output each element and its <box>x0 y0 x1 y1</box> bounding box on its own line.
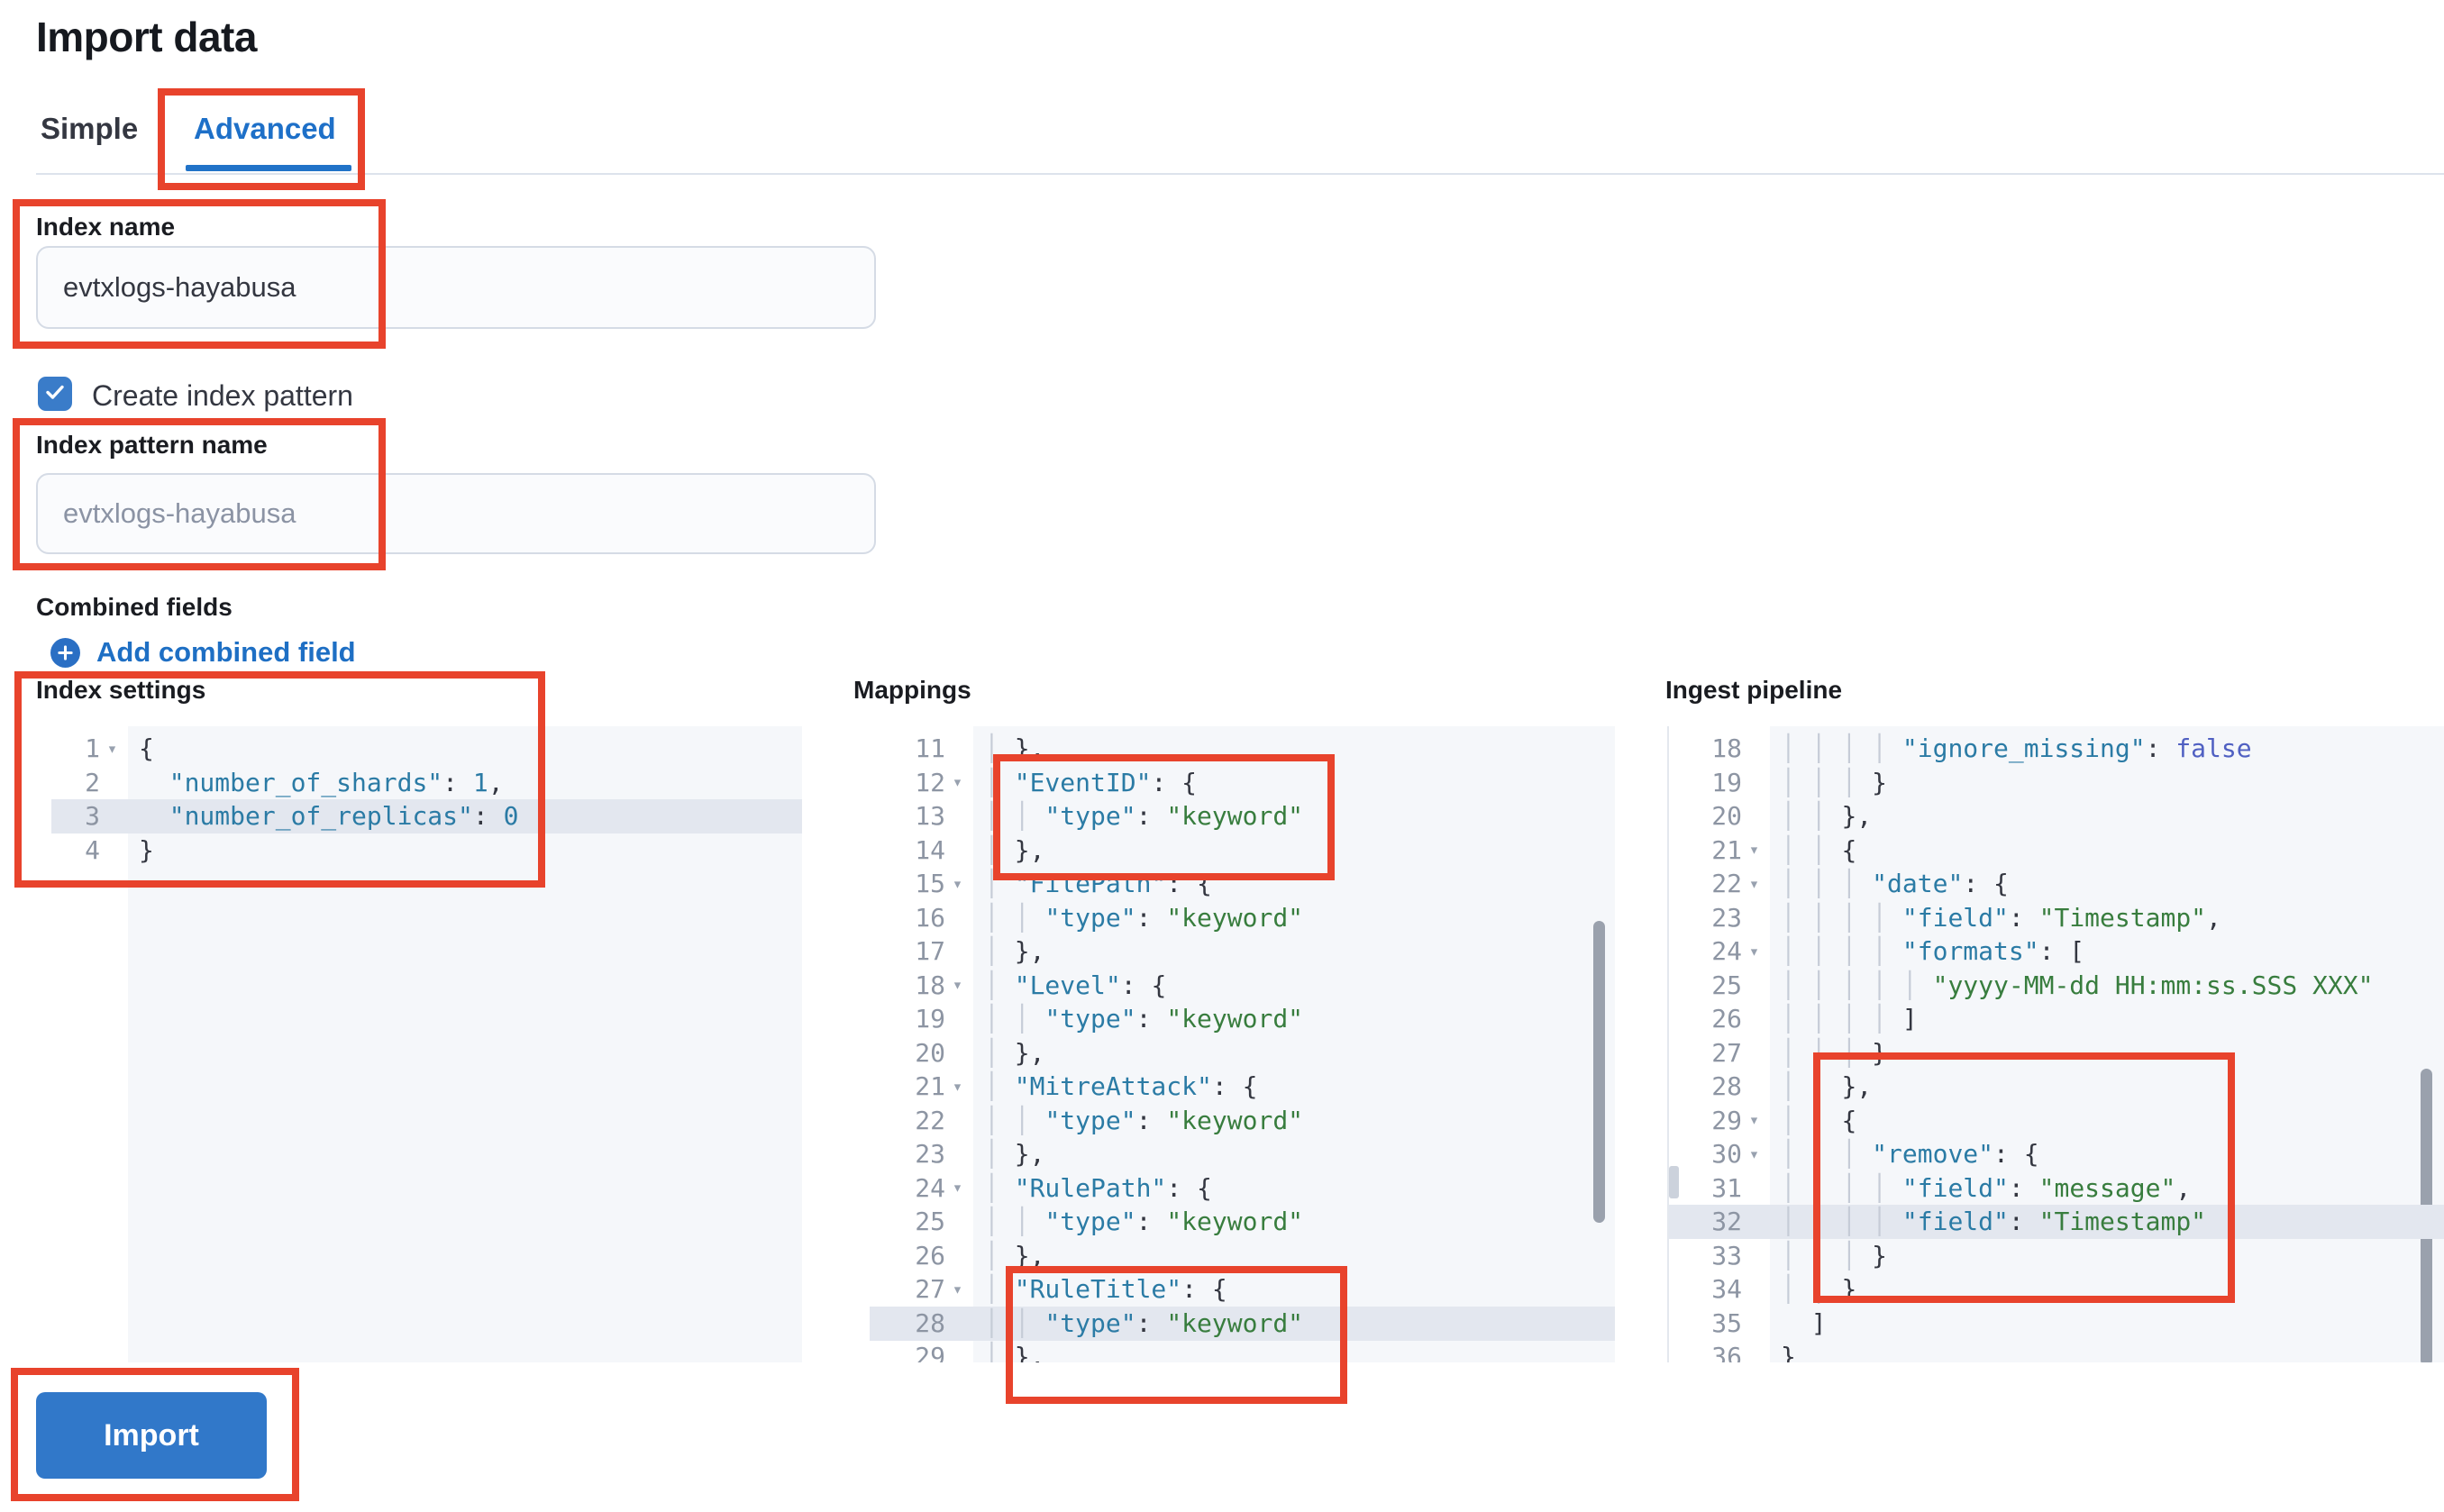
header-divider <box>36 173 2444 175</box>
tab-advanced-underline <box>186 165 351 171</box>
editor-gutter <box>1669 726 1770 1362</box>
combined-fields-label: Combined fields <box>36 593 233 621</box>
index-name-input[interactable] <box>36 246 876 329</box>
check-icon <box>44 381 66 407</box>
mappings-editor[interactable]: 11 │ }, 12 ▾ │ "EventID": {13 │ │ "type": "ke… <box>870 726 1615 1362</box>
add-combined-field-text: Add combined field <box>96 636 356 668</box>
import-button[interactable]: Import <box>36 1392 267 1479</box>
create-index-pattern-checkbox[interactable] <box>38 377 72 411</box>
add-combined-field-link[interactable]: Add combined field <box>50 636 356 669</box>
tab-advanced[interactable]: Advanced <box>194 112 336 145</box>
ingest-pipeline-editor[interactable]: 18 │ │ │ │ "ignore_missing": false 19 │ │ │… <box>1667 726 2444 1362</box>
ingest-pipeline-label: Ingest pipeline <box>1665 676 1843 704</box>
index-settings-label: Index settings <box>36 676 206 704</box>
index-pattern-name-input[interactable] <box>36 473 876 554</box>
plus-icon <box>50 637 80 668</box>
index-name-label: Index name <box>36 213 176 241</box>
editor-gutter <box>870 726 973 1362</box>
index-pattern-name-label: Index pattern name <box>36 431 268 459</box>
editor-left-notch <box>1669 1166 1679 1198</box>
tab-simple[interactable]: Simple <box>41 112 139 145</box>
mappings-label: Mappings <box>853 676 971 704</box>
index-settings-editor[interactable]: 1 ▾{2 "number_of_shards": 1, 3 "number_of_… <box>51 726 802 1362</box>
create-index-pattern-label: Create index pattern <box>92 379 353 412</box>
mappings-scrollbar-thumb[interactable] <box>1593 921 1605 1223</box>
page-title: Import data <box>36 14 257 60</box>
